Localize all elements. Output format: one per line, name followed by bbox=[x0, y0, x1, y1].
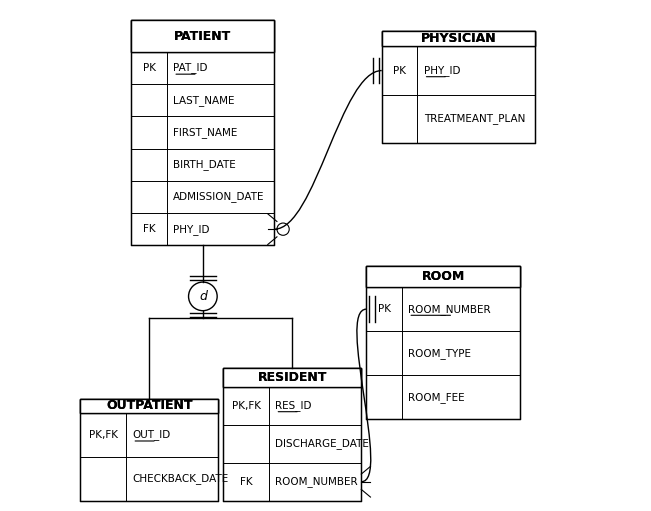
Text: TREATMEANT_PLAN: TREATMEANT_PLAN bbox=[424, 113, 525, 124]
Text: PAT_ID: PAT_ID bbox=[173, 62, 208, 74]
Text: ROOM: ROOM bbox=[421, 270, 465, 283]
Text: PK: PK bbox=[393, 65, 406, 76]
Text: ROOM_NUMBER: ROOM_NUMBER bbox=[275, 476, 358, 487]
Text: CHECKBACK_DATE: CHECKBACK_DATE bbox=[132, 473, 229, 484]
Bar bbox=[132, 20, 275, 52]
Bar bbox=[80, 399, 218, 413]
Text: RESIDENT: RESIDENT bbox=[258, 370, 327, 384]
Bar bbox=[367, 266, 519, 287]
Text: FK: FK bbox=[240, 477, 253, 487]
Text: PK,FK: PK,FK bbox=[232, 401, 261, 410]
Text: PHYSICIAN: PHYSICIAN bbox=[421, 32, 496, 45]
Bar bbox=[223, 368, 361, 386]
Text: LAST_NAME: LAST_NAME bbox=[173, 95, 235, 106]
Text: PHYSICIAN: PHYSICIAN bbox=[421, 32, 496, 45]
Text: ROOM_TYPE: ROOM_TYPE bbox=[408, 347, 471, 359]
Bar bbox=[367, 266, 519, 287]
Bar bbox=[381, 31, 535, 143]
Text: PK: PK bbox=[378, 304, 391, 314]
Bar bbox=[80, 399, 218, 501]
Bar bbox=[132, 20, 275, 245]
Text: d: d bbox=[199, 290, 207, 303]
Bar bbox=[223, 368, 361, 386]
Text: FK: FK bbox=[143, 224, 156, 234]
Bar bbox=[223, 368, 361, 501]
Text: PHY_ID: PHY_ID bbox=[424, 65, 460, 76]
Text: DISCHARGE_DATE: DISCHARGE_DATE bbox=[275, 438, 369, 449]
Text: ROOM: ROOM bbox=[421, 270, 465, 283]
Text: OUTPATIENT: OUTPATIENT bbox=[106, 399, 193, 412]
Text: PK: PK bbox=[143, 63, 156, 73]
Text: PHY_ID: PHY_ID bbox=[173, 224, 210, 235]
Text: OUT_ID: OUT_ID bbox=[132, 429, 171, 440]
Text: ADMISSION_DATE: ADMISSION_DATE bbox=[173, 192, 265, 202]
Text: RES_ID: RES_ID bbox=[275, 400, 312, 411]
Bar bbox=[80, 399, 218, 413]
Text: PATIENT: PATIENT bbox=[174, 30, 232, 43]
Bar bbox=[381, 31, 535, 47]
Text: ROOM_FEE: ROOM_FEE bbox=[408, 391, 465, 403]
Bar bbox=[132, 20, 275, 52]
Text: FIRST_NAME: FIRST_NAME bbox=[173, 127, 238, 138]
Text: PK,FK: PK,FK bbox=[89, 430, 118, 440]
Text: OUTPATIENT: OUTPATIENT bbox=[106, 399, 193, 412]
Text: RESIDENT: RESIDENT bbox=[258, 370, 327, 384]
Text: ROOM_NUMBER: ROOM_NUMBER bbox=[408, 304, 491, 315]
Text: PATIENT: PATIENT bbox=[174, 30, 232, 43]
Bar bbox=[381, 31, 535, 47]
Bar bbox=[367, 266, 519, 419]
Text: BIRTH_DATE: BIRTH_DATE bbox=[173, 159, 236, 170]
